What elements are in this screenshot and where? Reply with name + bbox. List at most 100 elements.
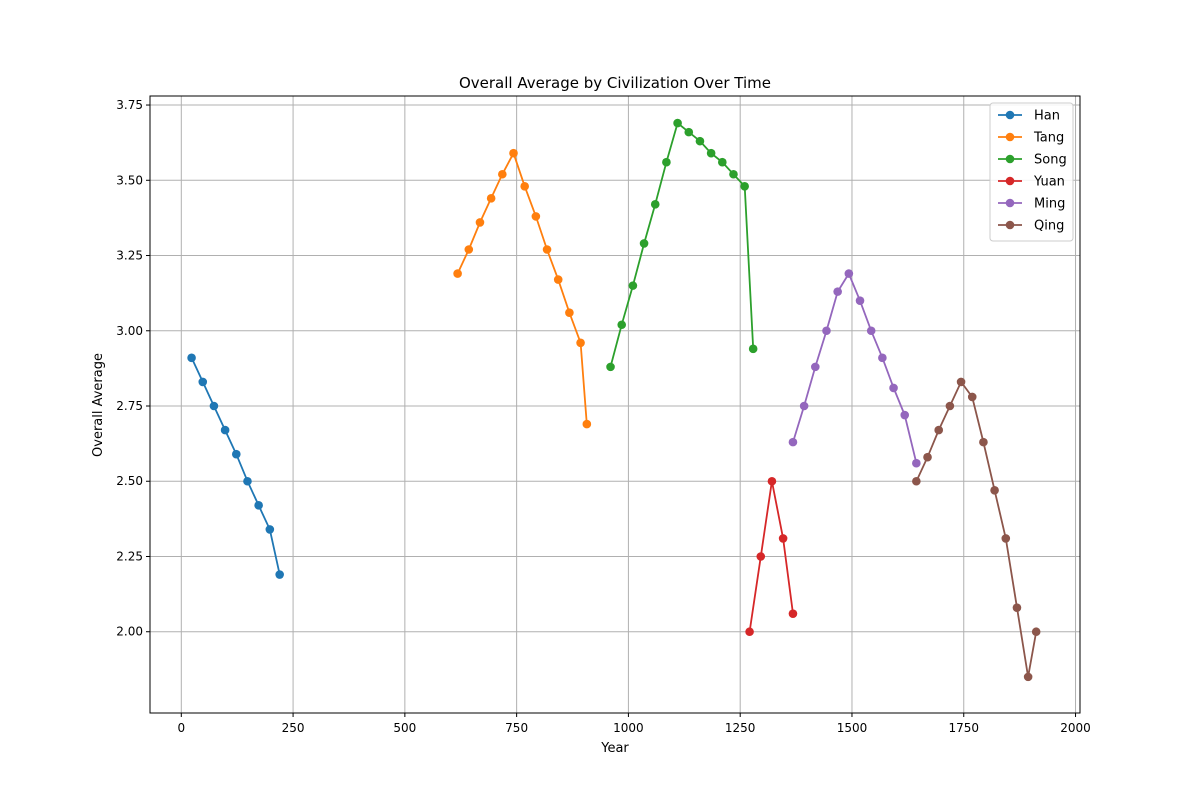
legend-item-yuan: Yuan bbox=[998, 175, 1065, 190]
data-point-song bbox=[606, 362, 615, 372]
series-song bbox=[606, 118, 758, 372]
data-point-song bbox=[729, 169, 738, 179]
data-point-qing bbox=[923, 452, 932, 462]
y-tick-label: 3.00 bbox=[116, 324, 143, 338]
x-tick-label: 2000 bbox=[1060, 721, 1091, 735]
data-point-song bbox=[718, 157, 727, 167]
data-point-qing bbox=[979, 437, 988, 447]
y-tick-label: 3.75 bbox=[116, 98, 143, 112]
data-point-song bbox=[650, 200, 660, 209]
legend-swatch-marker bbox=[1005, 154, 1015, 164]
legend-item-tang: Tang bbox=[998, 131, 1064, 146]
legend-label: Yuan bbox=[1033, 175, 1065, 190]
data-point-song bbox=[628, 281, 638, 290]
data-point-qing bbox=[956, 377, 966, 387]
y-tick-label: 2.00 bbox=[116, 625, 143, 639]
x-tick-label: 1750 bbox=[948, 721, 979, 735]
data-point-qing bbox=[1012, 603, 1022, 612]
data-point-tang bbox=[464, 245, 474, 254]
data-point-ming bbox=[866, 326, 876, 336]
data-point-yuan bbox=[767, 476, 777, 486]
legend-label: Han bbox=[1034, 109, 1060, 124]
legend-label: Song bbox=[1034, 153, 1067, 168]
data-point-tang bbox=[498, 169, 507, 179]
legend: Han Tang Song Yuan Ming Qing bbox=[989, 102, 1074, 242]
data-point-tang bbox=[475, 218, 485, 227]
data-point-tang bbox=[453, 269, 462, 278]
data-point-qing bbox=[945, 401, 955, 411]
data-point-han bbox=[275, 570, 284, 579]
data-point-qing bbox=[1001, 534, 1011, 543]
data-point-tang bbox=[531, 212, 541, 221]
data-point-ming bbox=[788, 437, 798, 447]
data-point-song bbox=[706, 148, 716, 158]
series-tang bbox=[453, 148, 592, 429]
data-point-han bbox=[198, 377, 208, 387]
data-point-ming bbox=[822, 326, 831, 336]
data-point-ming bbox=[889, 383, 898, 393]
x-tick-label: 500 bbox=[393, 721, 416, 735]
data-point-ming bbox=[878, 353, 887, 363]
x-tick-label: 750 bbox=[505, 721, 528, 735]
data-point-ming bbox=[900, 410, 910, 420]
x-axis-title: Year bbox=[600, 741, 629, 756]
series-line-ming bbox=[792, 271, 918, 464]
legend-label: Tang bbox=[1033, 131, 1064, 146]
legend-item-qing: Qing bbox=[998, 219, 1064, 234]
data-point-han bbox=[231, 449, 241, 459]
data-point-tang bbox=[576, 338, 585, 348]
data-point-ming bbox=[811, 362, 820, 372]
series-han bbox=[187, 353, 284, 579]
data-point-yuan bbox=[778, 534, 788, 543]
y-tick-label: 3.25 bbox=[116, 249, 143, 263]
x-tick-label: 1250 bbox=[725, 721, 756, 735]
series-ming bbox=[788, 269, 921, 468]
data-point-ming bbox=[844, 269, 854, 278]
data-point-song bbox=[748, 344, 758, 354]
series-line-qing bbox=[915, 380, 1038, 678]
data-point-han bbox=[220, 425, 230, 435]
data-point-han bbox=[243, 476, 252, 486]
data-point-song bbox=[639, 239, 649, 248]
x-tick-label: 1000 bbox=[613, 721, 644, 735]
data-point-song bbox=[684, 127, 694, 137]
legend-swatch-marker bbox=[1005, 176, 1015, 186]
y-tick-label: 3.50 bbox=[116, 173, 143, 187]
data-point-tang bbox=[486, 194, 496, 203]
x-tick-label: 1500 bbox=[837, 721, 868, 735]
data-point-song bbox=[617, 320, 627, 330]
data-point-han bbox=[209, 401, 219, 411]
data-point-song bbox=[673, 118, 682, 128]
legend-swatch-marker bbox=[1005, 132, 1015, 142]
legend-swatch-marker bbox=[1005, 110, 1015, 120]
y-tick-label: 2.50 bbox=[116, 474, 143, 488]
data-point-yuan bbox=[756, 552, 766, 561]
data-point-qing bbox=[967, 392, 977, 402]
data-point-qing bbox=[990, 485, 999, 495]
data-point-tang bbox=[553, 275, 563, 284]
data-point-ming bbox=[833, 287, 842, 296]
legend-item-ming: Ming bbox=[998, 197, 1065, 212]
legend-swatch-marker bbox=[1005, 198, 1015, 208]
data-point-ming bbox=[912, 458, 921, 468]
y-axis: 2.00 2.25 2.50 2.75 3.00 3.25 3.50 3.75 bbox=[116, 98, 150, 639]
data-point-qing bbox=[1031, 627, 1041, 637]
y-tick-label: 2.75 bbox=[116, 399, 143, 413]
legend-label: Qing bbox=[1034, 219, 1064, 234]
data-point-tang bbox=[542, 245, 552, 254]
data-point-qing bbox=[934, 425, 944, 435]
series-layer bbox=[187, 118, 1041, 682]
data-point-han bbox=[187, 353, 196, 363]
data-point-ming bbox=[799, 401, 809, 411]
data-point-tang bbox=[520, 181, 529, 191]
data-point-han bbox=[265, 525, 275, 534]
data-point-qing bbox=[1023, 672, 1033, 682]
series-qing bbox=[912, 377, 1041, 682]
chart-title: Overall Average by Civilization Over Tim… bbox=[459, 74, 771, 92]
data-point-tang bbox=[565, 308, 574, 318]
plot-frame bbox=[149, 95, 1081, 714]
y-axis-title: Overall Average bbox=[91, 353, 106, 457]
legend-swatch-marker bbox=[1005, 220, 1015, 230]
data-point-song bbox=[662, 157, 671, 167]
